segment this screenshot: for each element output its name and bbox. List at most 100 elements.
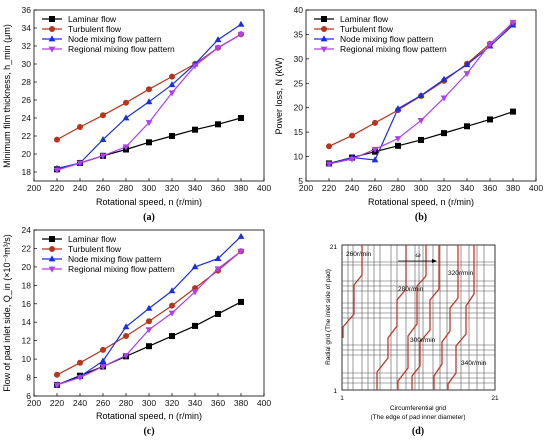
data-point (192, 322, 198, 329)
transition-boundary-line (447, 245, 475, 390)
x-tick-label: 220 (50, 398, 64, 408)
data-point (486, 41, 494, 48)
data-point (145, 120, 153, 127)
data-point (53, 167, 61, 174)
y-tick-label: 28 (22, 77, 32, 87)
x-tick-label: 280 (391, 183, 405, 193)
x-axis-label: Rotational speed, n (r/min) (368, 197, 474, 207)
data-point (510, 108, 516, 115)
data-point (168, 287, 176, 294)
legend-marker (48, 35, 56, 42)
series-layer (53, 20, 245, 174)
data-point (145, 304, 153, 311)
legend-label: Regional mixing flow pattern (68, 44, 175, 54)
data-point (145, 98, 153, 105)
y-tick-label: 22 (22, 131, 32, 141)
x-tick-label: 280 (119, 398, 133, 408)
x-tick-label: 300 (142, 183, 156, 193)
y-tick-label: 30 (294, 54, 304, 64)
legend-item: Turbulent flow (42, 24, 122, 34)
speed-label-280: 280r/min (398, 286, 424, 293)
data-point (145, 327, 153, 334)
y-tick-label: 12 (22, 336, 32, 346)
legend-marker (321, 16, 327, 22)
y-tick-label: 24 (22, 225, 32, 235)
x-axis-label: Rotational speed, n (r/min) (96, 197, 202, 207)
series-layer (53, 232, 245, 389)
x-tick-labels: 200 220 240 260 280 300 320 340 360 380 400 (27, 178, 271, 193)
y-tick-label: 16 (22, 299, 32, 309)
series-regional (53, 248, 245, 389)
data-point (394, 105, 402, 112)
legend-item: Regional mixing flow pattern (42, 264, 175, 274)
data-point (123, 333, 129, 340)
transition-boundary-line (433, 245, 459, 390)
y-tick-label: 20 (22, 262, 32, 272)
data-point (237, 31, 245, 38)
series-regional (53, 31, 245, 174)
data-point (169, 302, 175, 309)
y-tick-label: 24 (22, 113, 32, 123)
legend-item: Node mixing flow pattern (42, 254, 162, 264)
legend-marker (49, 16, 55, 22)
data-point (54, 371, 60, 378)
data-point (395, 142, 401, 149)
speed-label-260: 260r/min (346, 251, 372, 258)
data-point (77, 359, 83, 366)
x-tick-labels: 200 220 240 260 280 300 320 340 360 380 400 (299, 178, 543, 193)
legend-label: Node mixing flow pattern (340, 34, 434, 44)
y-tick-label: 30 (22, 59, 32, 69)
y-tick-label: 8 (26, 373, 31, 383)
legend-label: Regional mixing flow pattern (340, 44, 447, 54)
chart-panel-c: 200 220 240 260 280 300 320 340 360 380 400 6 8 10 12… (2, 225, 271, 437)
y-tick-label: 25 (294, 78, 304, 88)
legend-marker (48, 266, 56, 273)
y-tick-labels: 18 20 22 24 26 28 30 32 34 36 (22, 5, 37, 177)
data-point (99, 357, 107, 364)
data-point (122, 353, 130, 360)
data-point (371, 156, 379, 163)
data-point (238, 115, 244, 121)
data-point (122, 114, 130, 121)
y-axis-label: Flow of pad inlet side, Q_in (×10⁻³m³/s) (2, 234, 12, 392)
y-tick-label: 20 (294, 103, 304, 113)
data-point (146, 139, 152, 146)
y-axis-label: Minimum film thickness, h_min (μm) (2, 24, 12, 168)
y-tick-label: 36 (22, 5, 32, 15)
data-point (214, 254, 222, 261)
transition-boundary-line (376, 245, 407, 390)
data-point (214, 45, 222, 52)
x-tick-label: 300 (142, 398, 156, 408)
data-point (394, 136, 402, 143)
series-layer (325, 19, 517, 168)
legend-item: Node mixing flow pattern (314, 34, 434, 44)
y-axis-label: Radial grid (The inlet side of pad) (325, 269, 332, 365)
data-point (237, 232, 245, 239)
data-point (77, 124, 83, 130)
rotation-arrow-head (432, 259, 437, 263)
transition-boundary-line (342, 245, 363, 338)
data-point (372, 119, 378, 126)
legend-label: Regional mixing flow pattern (68, 264, 175, 274)
chart-panel-b: 200 220 240 260 280 300 320 340 360 380 400 5 10 15 2… (274, 5, 543, 223)
data-point (169, 133, 175, 139)
legend-item: Node mixing flow pattern (42, 34, 162, 44)
x-tick-label: 380 (506, 183, 520, 193)
legend-marker (49, 236, 55, 242)
legend-marker (49, 246, 55, 252)
speed-label-300: 300r/min (410, 337, 436, 344)
data-point (99, 153, 107, 160)
data-point (215, 310, 221, 317)
y-tick-label: 22 (22, 243, 32, 253)
x-axis-label: Rotational speed, n (r/min) (96, 411, 202, 421)
grid-diagram-panel-d: 1 21 1 21 260r/min 280r/min 300r/min 320… (325, 244, 499, 437)
x-tick-label: 380 (234, 183, 248, 193)
panel-label-d: (d) (412, 426, 424, 437)
transition-boundary-line (411, 245, 440, 390)
y-tick-label: 18 (22, 280, 32, 290)
y-tick-label: 40 (294, 5, 304, 15)
corner-label-x-start: 1 (340, 395, 344, 402)
y-tick-label: 5 (298, 176, 303, 186)
y-axis-label: Power loss, N (kW) (274, 57, 284, 134)
